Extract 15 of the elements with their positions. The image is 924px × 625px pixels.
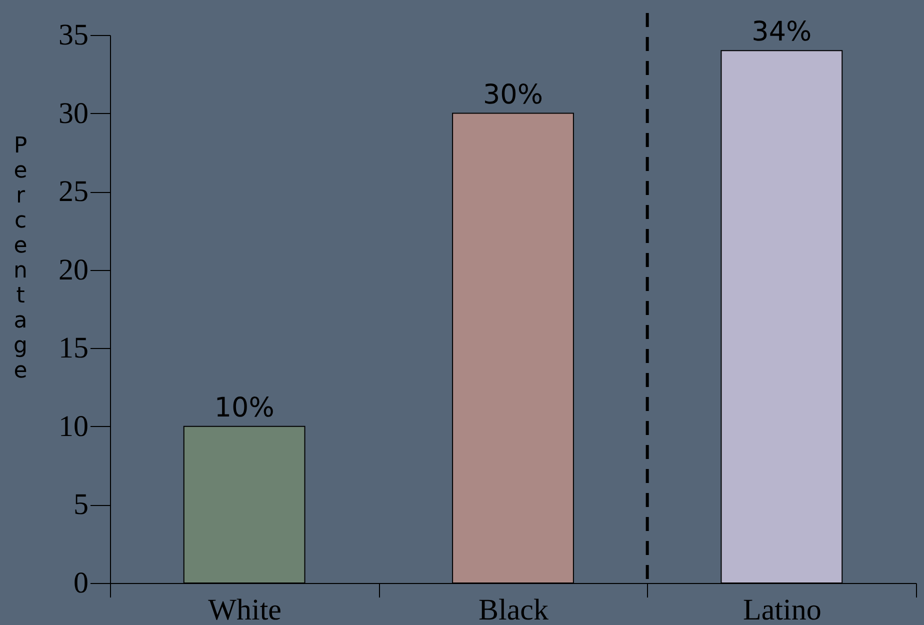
y-tick-label: 35: [58, 18, 88, 52]
y-tick-label: 15: [58, 332, 88, 365]
text: Percentage: [14, 134, 28, 384]
x-tick-label: Black: [478, 594, 548, 625]
y-tick-label: 20: [58, 253, 88, 286]
y-tick-label: 10: [58, 410, 88, 443]
x-tick-label: White: [208, 594, 282, 625]
y-tick-label: 5: [74, 488, 88, 522]
x-tick-label: Latino: [743, 594, 822, 625]
y-tick-label: 25: [58, 175, 88, 208]
data-label: 34%: [752, 16, 812, 48]
data-label: 10%: [214, 392, 274, 424]
y-tick-label: 0: [74, 566, 88, 600]
data-label: 30%: [482, 79, 544, 110]
y-tick-label: 30: [58, 96, 88, 130]
